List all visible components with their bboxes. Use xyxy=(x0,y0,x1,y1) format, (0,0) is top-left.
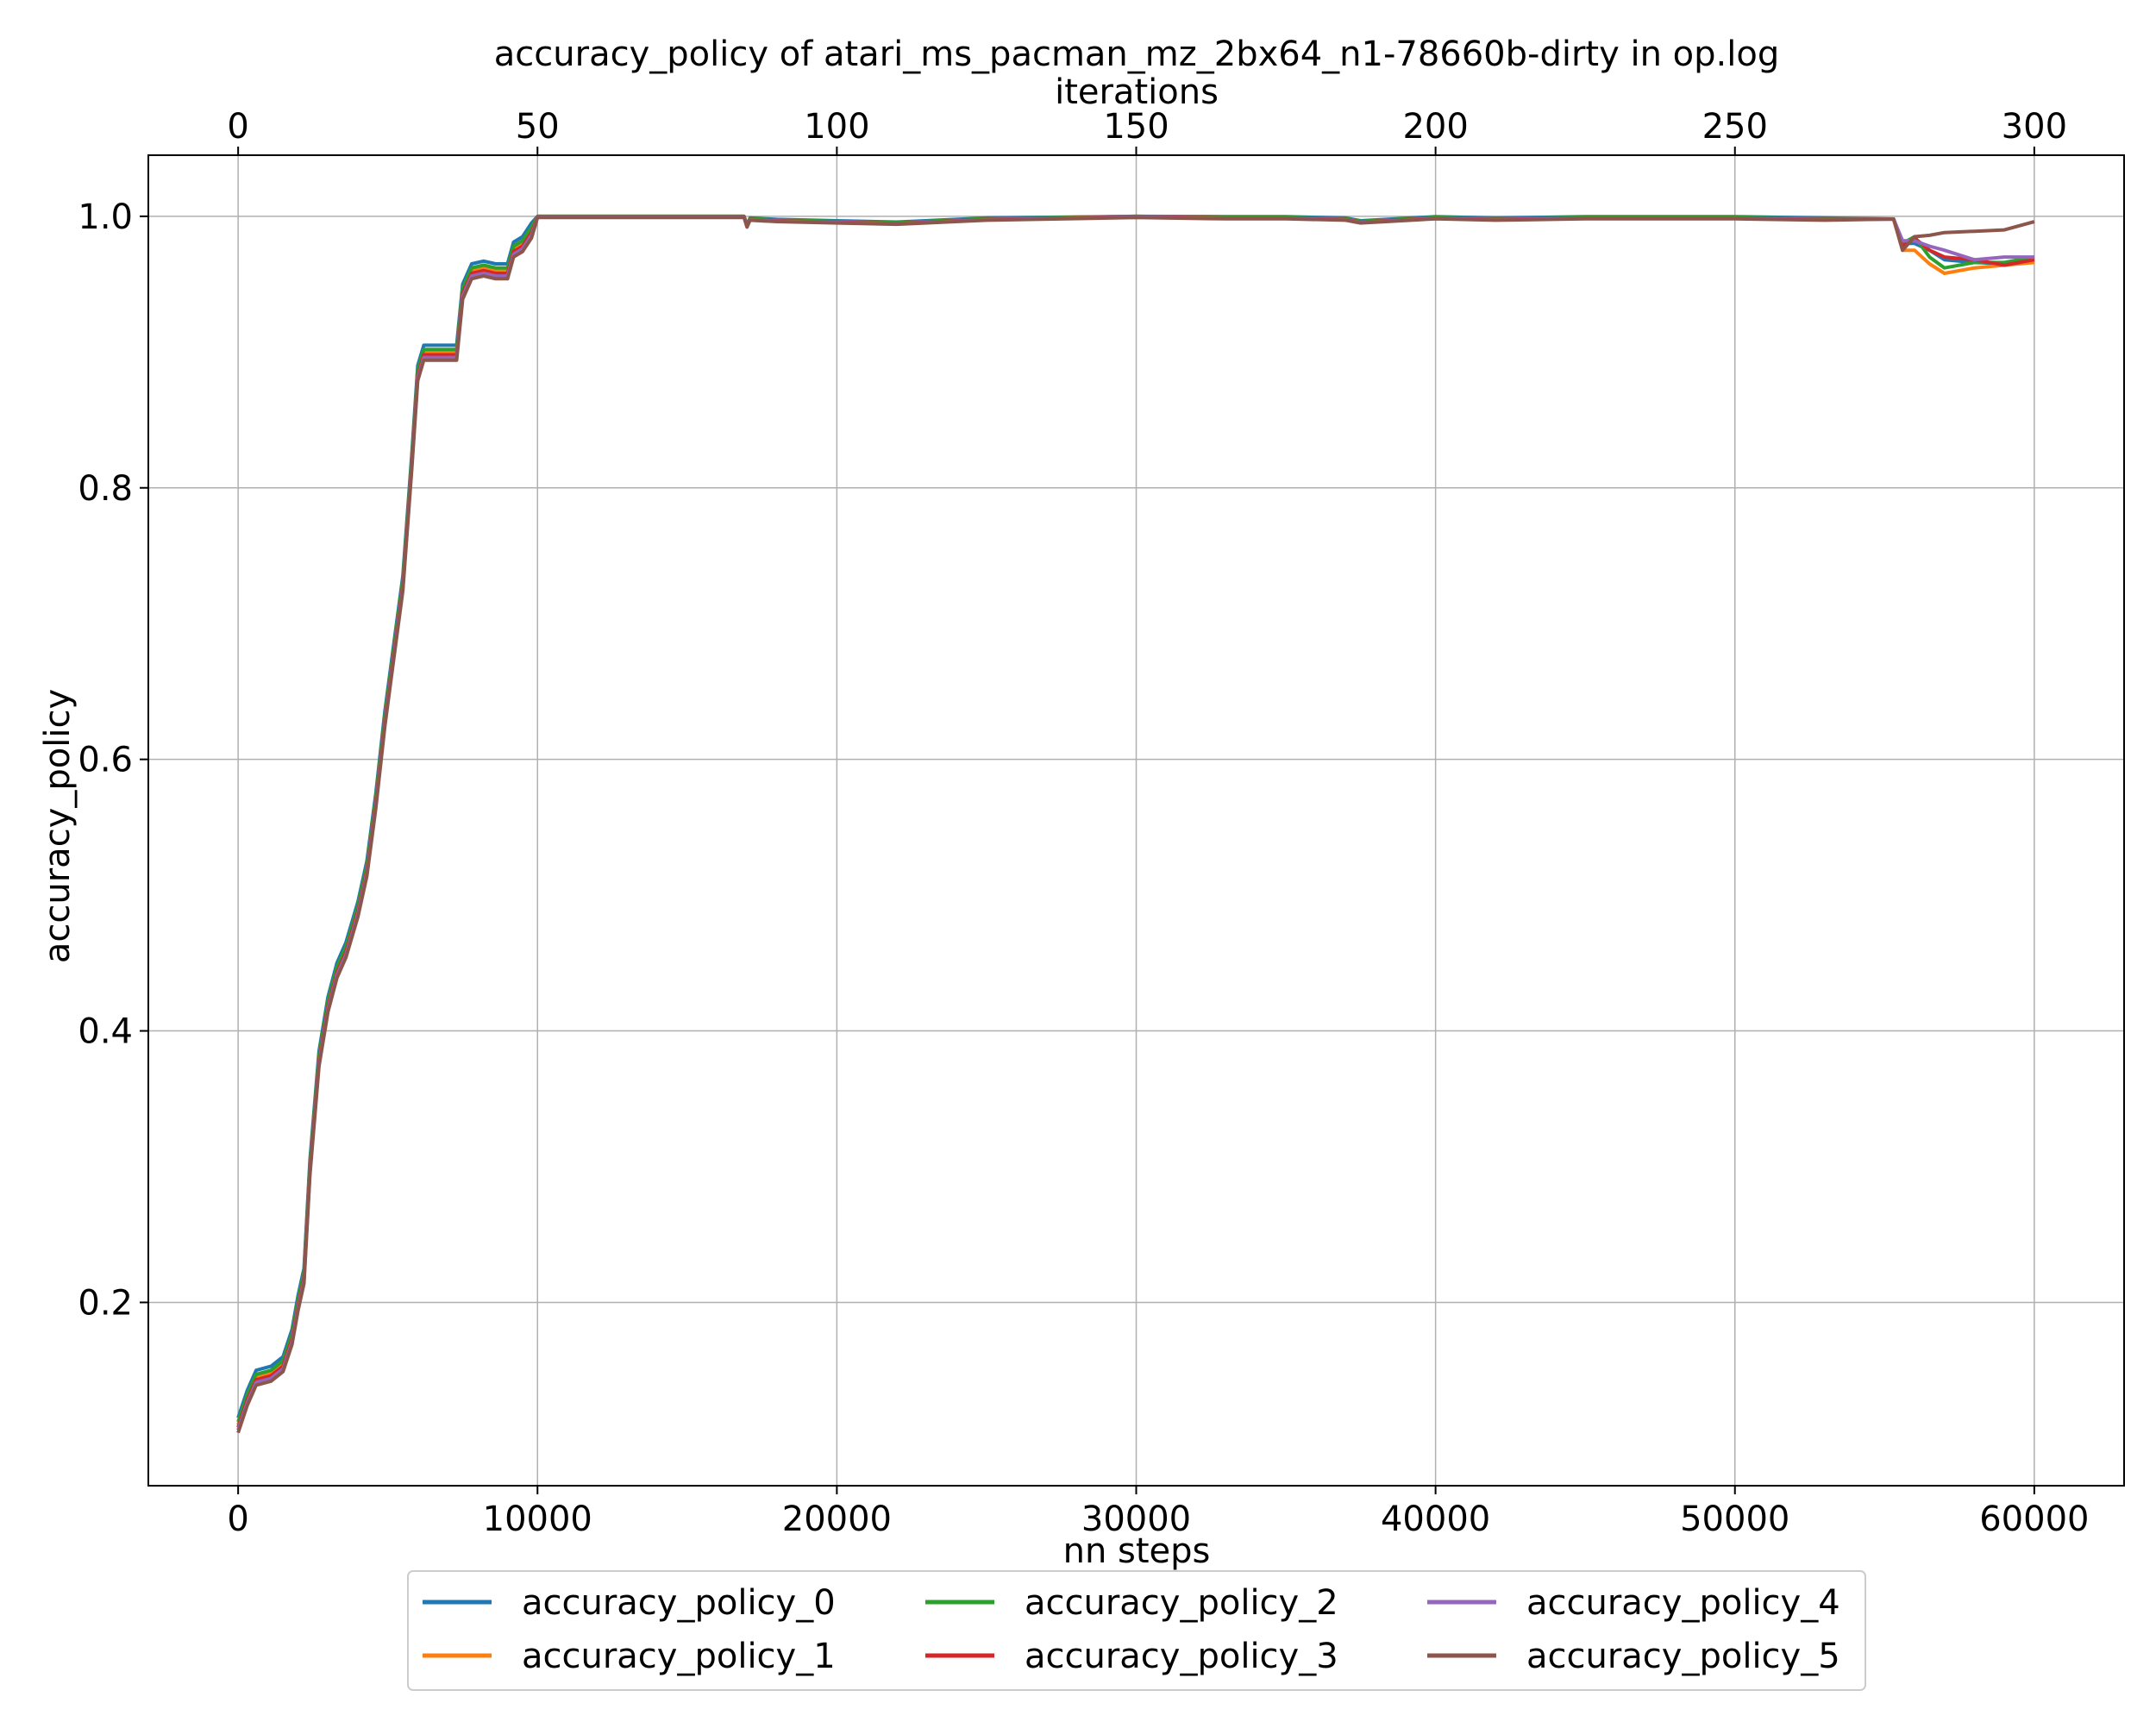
x2-tick-label: 200 xyxy=(1402,107,1468,147)
x-tick-label: 10000 xyxy=(483,1499,592,1539)
y-tick-label: 0.4 xyxy=(78,1012,133,1052)
legend-label: accuracy_policy_5 xyxy=(1526,1637,1840,1676)
legend-label: accuracy_policy_3 xyxy=(1025,1637,1338,1676)
y-tick-label: 0.6 xyxy=(78,741,133,780)
x2-axis-label: iterations xyxy=(1055,72,1219,112)
y-tick-label: 0.2 xyxy=(78,1283,133,1323)
grid-layer xyxy=(148,155,2124,1486)
x2-tick-label: 150 xyxy=(1103,107,1169,147)
legend-frame xyxy=(407,1570,1866,1691)
legend-label: accuracy_policy_4 xyxy=(1526,1583,1840,1623)
tick-layer: 0 10000 20000 30000 40000 50000 60000 0 50 100 150… xyxy=(78,107,2089,1539)
x-tick-label: 50000 xyxy=(1680,1499,1789,1539)
x-tick-label: 30000 xyxy=(1081,1499,1191,1539)
x2-tick-label: 250 xyxy=(1702,107,1768,147)
x-tick-label: 0 xyxy=(227,1499,248,1539)
x2-tick-label: 50 xyxy=(516,107,560,147)
x-tick-label: 40000 xyxy=(1381,1499,1490,1539)
legend-label: accuracy_policy_1 xyxy=(522,1637,836,1676)
y-tick-label: 0.8 xyxy=(78,469,133,509)
chart-title: accuracy_policy of atari_ms_pacman_mz_2b… xyxy=(494,34,1779,74)
x2-tick-label: 100 xyxy=(804,107,869,147)
x-tick-label: 20000 xyxy=(782,1499,892,1539)
legend-label: accuracy_policy_2 xyxy=(1025,1583,1338,1623)
x2-tick-label: 0 xyxy=(227,107,248,147)
series-line-accuracy-policy-5 xyxy=(236,216,2035,1434)
x-tick-label: 60000 xyxy=(1979,1499,2089,1539)
legend-label: accuracy_policy_0 xyxy=(522,1583,836,1623)
series-layer xyxy=(236,214,2035,1434)
x-axis-label: nn steps xyxy=(1063,1531,1211,1571)
x2-tick-label: 300 xyxy=(2002,107,2067,147)
legend: accuracy_policy_0 accuracy_policy_1 accura… xyxy=(407,1570,1866,1691)
y-axis-label: accuracy_policy xyxy=(38,689,78,963)
y-tick-label: 1.0 xyxy=(78,197,133,237)
